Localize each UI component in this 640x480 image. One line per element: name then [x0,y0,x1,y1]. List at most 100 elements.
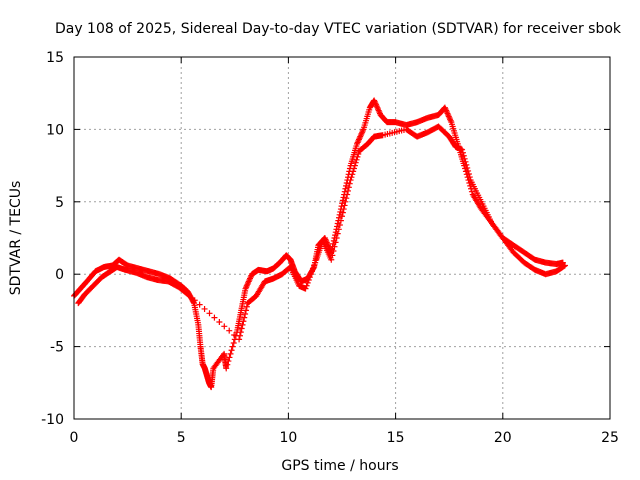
data-point [460,152,467,159]
data-point [311,262,318,269]
data-point [221,323,228,330]
data-point [328,256,335,263]
data-point [185,292,192,299]
data-point [225,358,232,365]
data-point [351,165,358,172]
data-point [354,153,361,160]
data-point [346,180,353,187]
data-point [227,350,234,357]
data-point [336,221,343,228]
data-point [201,305,208,312]
plot-frame [73,56,611,420]
data-point [186,292,193,299]
data-point [308,268,315,275]
data-point [206,310,213,317]
data-point [340,194,347,201]
data-point [345,187,352,194]
data-point [310,265,317,272]
data-point [355,151,362,158]
data-point [351,162,358,169]
data-point [305,276,312,283]
data-point [340,206,347,213]
data-point [307,271,314,278]
data-point [216,318,223,325]
data-point [342,198,349,205]
data-point [349,171,356,178]
data-point [347,177,354,184]
data-point [211,314,218,321]
data-point [339,209,346,216]
data-point [334,230,341,237]
data-point [243,303,250,310]
data-point [242,307,249,314]
data-point [350,168,357,175]
data-point [343,179,350,186]
data-point [196,301,203,308]
data-point [468,188,475,195]
data-point [464,164,471,171]
data-point [229,343,236,350]
data-point [224,361,231,368]
data-point [561,262,568,269]
data-point [242,311,249,318]
data-point [329,252,336,259]
data-point [236,336,243,343]
data-point [239,321,246,328]
x-axis-label: GPS time / hours [281,458,398,474]
data-points [71,97,568,391]
y-tick-label: 10 [46,122,64,138]
chart-title: Day 108 of 2025, Sidereal Day-to-day VTE… [55,21,622,37]
x-tick-label: 5 [177,430,186,446]
data-point [238,325,245,332]
data-point [337,217,344,224]
data-point [348,174,355,181]
data-point [330,248,337,255]
data-point [462,158,469,165]
data-point [312,259,319,266]
y-tick-label: -5 [50,340,64,356]
data-point [466,174,473,181]
x-tick-label: 0 [70,430,79,446]
data-point [459,149,466,156]
data-point [341,202,348,209]
x-tick-label: 25 [601,430,619,446]
data-point [331,243,338,250]
data-point [335,226,342,233]
data-point [228,347,235,354]
x-tick-label: 15 [387,430,405,446]
data-point [459,146,466,153]
data-point [223,365,230,372]
data-point [339,213,345,220]
data-point [352,159,359,166]
data-point [461,155,468,162]
data-point [304,279,311,286]
x-tick-label: 20 [494,430,512,446]
data-point [231,332,238,339]
data-point [302,285,309,292]
data-point [345,184,352,191]
axis-ticks [73,56,611,420]
data-point [226,354,233,361]
y-tick-label: 0 [55,267,64,283]
data-point [303,282,310,289]
data-point [463,161,470,168]
y-tick-label: 15 [46,50,64,66]
data-point [306,274,313,281]
data-point [230,339,237,346]
data-point [191,297,198,304]
data-point [240,318,247,325]
data-point [236,332,243,339]
data-point [353,156,360,163]
data-point [332,239,339,246]
x-tick-label: 10 [279,430,297,446]
y-tick-label: 5 [55,195,64,211]
data-point [241,314,248,321]
data-point [343,195,350,202]
data-point [465,170,472,177]
grid-lines [74,57,610,419]
y-tick-label: -10 [41,412,64,428]
data-point [333,235,340,241]
data-point [344,191,351,198]
data-point [465,167,472,174]
